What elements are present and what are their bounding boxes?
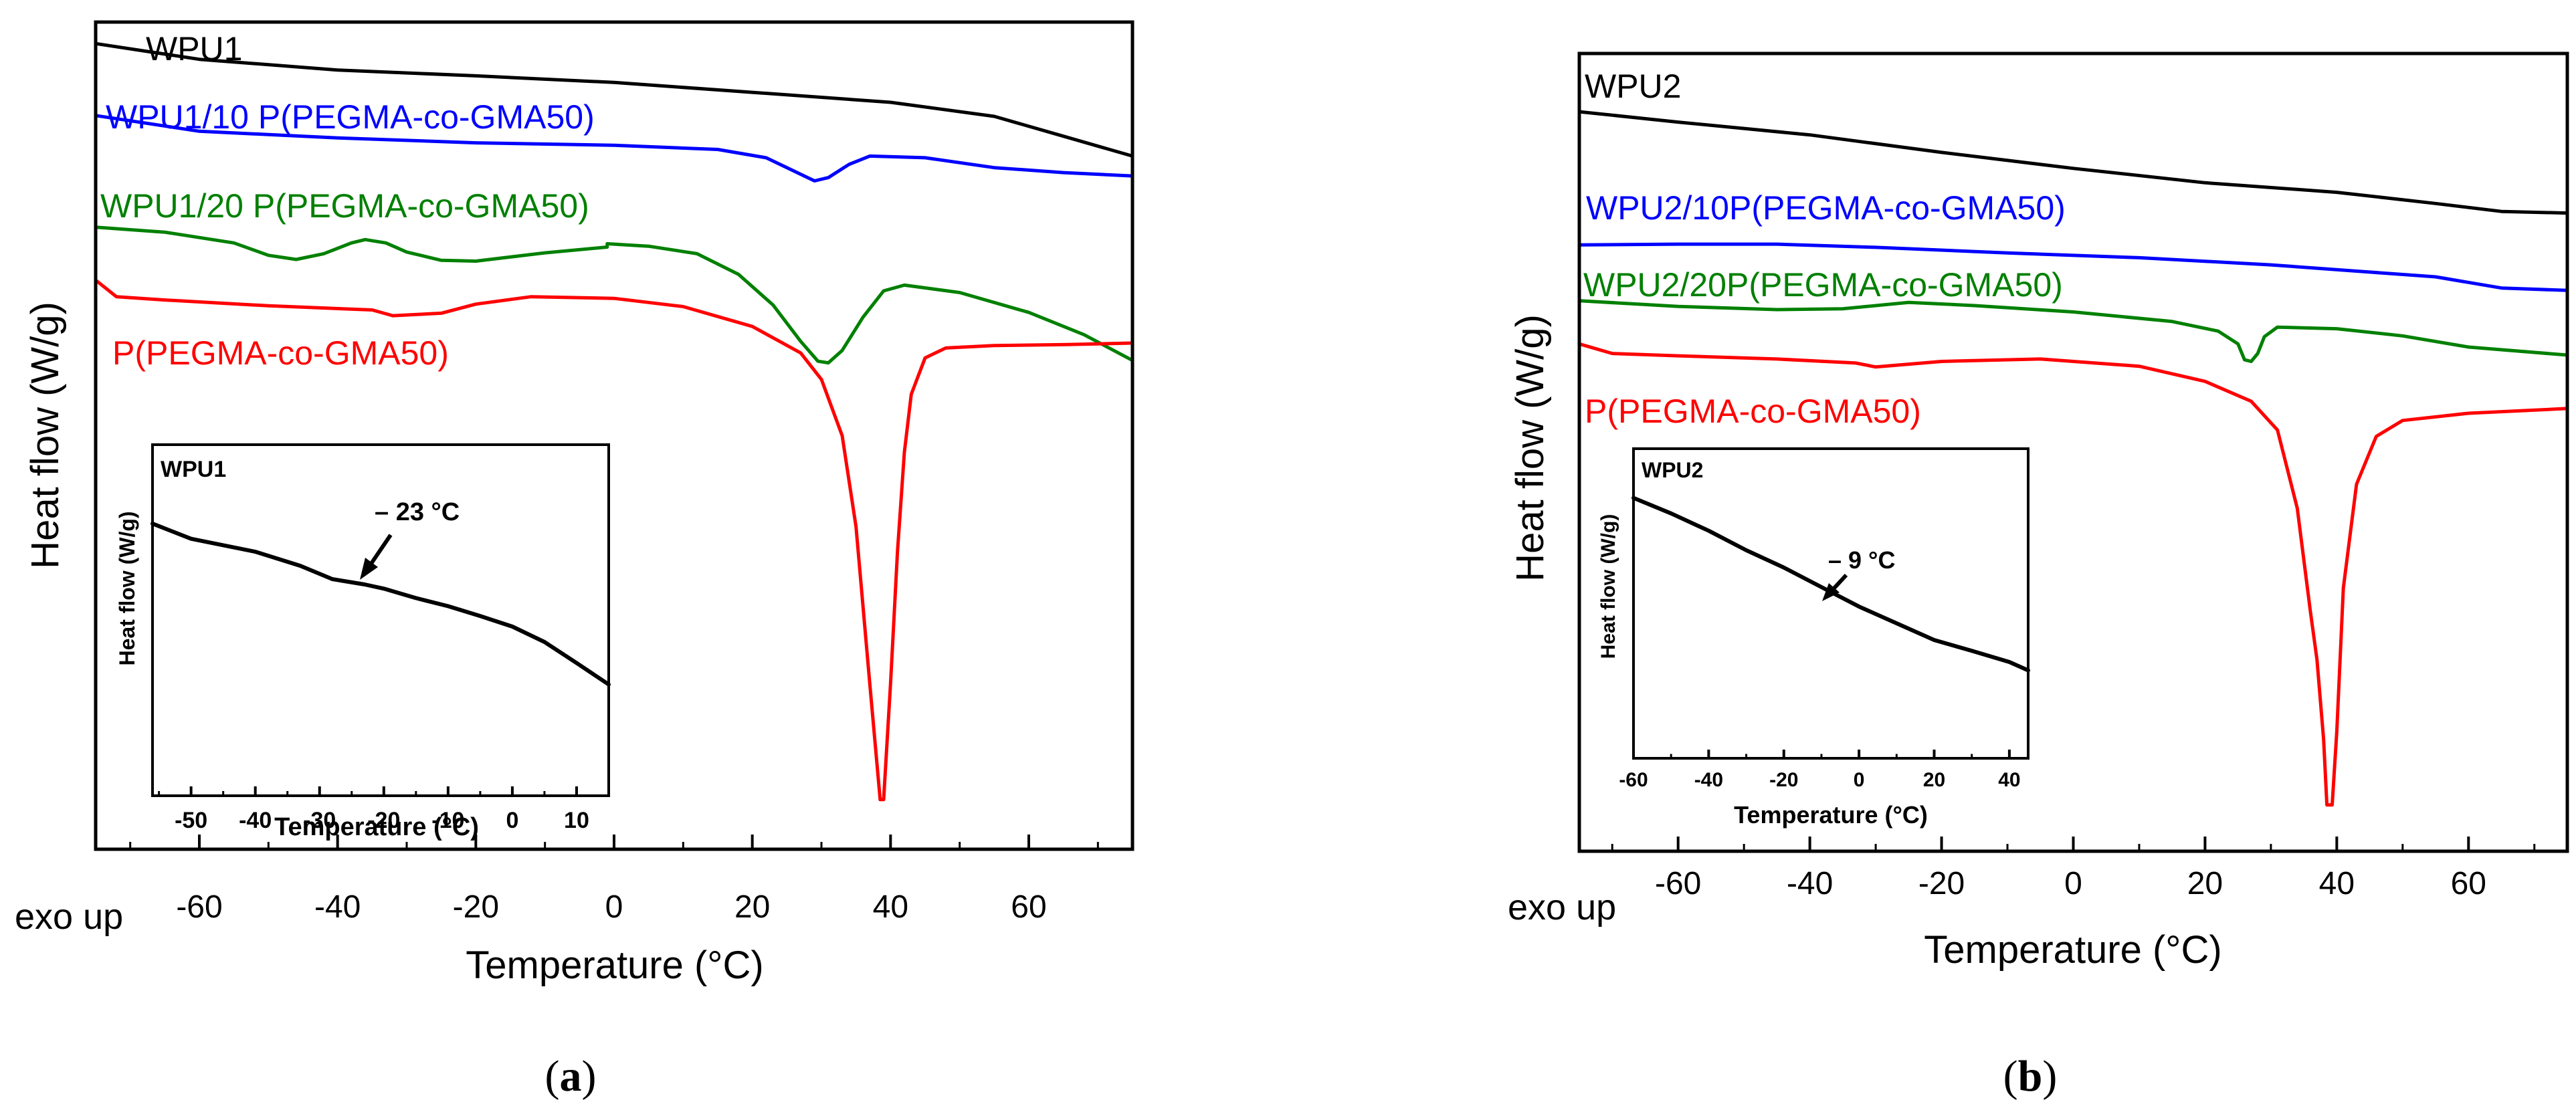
panel-a-x-tick-labels: -60 -40 -20 0 20 40 60 xyxy=(176,889,1046,925)
panel-b-x-ticks xyxy=(1611,837,2536,851)
panel-b-x-tick-label: 40 xyxy=(2319,866,2355,901)
inset-a-frame xyxy=(151,443,610,797)
inset-b-x-tick-label: -60 xyxy=(1619,769,1648,791)
panel-a-x-tick-label: 0 xyxy=(605,889,623,925)
panel-b-x-tick-labels: -60 -40 -20 0 20 40 60 xyxy=(1655,866,2486,901)
panel-b-label: (b) xyxy=(2003,1052,2058,1101)
panel-b-series-labels: WPU2 WPU2/10P(PEGMA-co-GMA50) WPU2/20P(P… xyxy=(1583,68,2066,430)
inset-a-y-axis-label: Heat flow (W/g) xyxy=(115,511,139,665)
series-label-p-pegma: P(PEGMA-co-GMA50) xyxy=(112,334,449,372)
inset-b-curves xyxy=(1631,495,2030,673)
panel-a-curves xyxy=(94,41,1134,802)
series-label-wpu1-20: WPU1/20 P(PEGMA-co-GMA50) xyxy=(100,187,589,225)
panel-b: -60 -40 -20 0 20 40 60 Temperature (°C) Heat f… xyxy=(1508,51,2569,1101)
panel-b-series-line-wpu2 xyxy=(1577,110,2569,215)
inset-a-title: WPU1 xyxy=(161,457,226,482)
panel-b-x-tick-label: 60 xyxy=(2451,866,2486,901)
series-label-wpu1-10: WPU1/10 P(PEGMA-co-GMA50) xyxy=(106,98,595,136)
panel-a-x-ticks xyxy=(129,835,1099,849)
panel-a-x-tick-label: -20 xyxy=(453,889,499,925)
panel-b-x-tick-label: 20 xyxy=(2187,866,2223,901)
inset-a-x-tick-labels: -50 -40 -30 -20 -10 0 10 xyxy=(175,808,589,833)
inset-b-x-tick-label: 0 xyxy=(1854,769,1865,791)
inset-b-x-ticks xyxy=(1632,750,2011,758)
inset-b-x-tick-label: -20 xyxy=(1769,769,1798,791)
panel-b-curves xyxy=(1577,110,2569,807)
inset-b-frame xyxy=(1632,447,2029,760)
inset-a-x-ticks xyxy=(158,786,610,796)
panel-b-exo-up-label: exo up xyxy=(1508,887,1616,927)
inset-b-annotation-arrow-head xyxy=(1822,583,1840,601)
panel-b-x-axis-label: Temperature (°C) xyxy=(1924,928,2221,972)
series-label-wpu1: WPU1 xyxy=(146,30,242,68)
inset-b-title: WPU2 xyxy=(1642,458,1703,482)
panel-a-x-tick-label: 60 xyxy=(1011,889,1046,925)
panel-a-x-tick-label: -60 xyxy=(176,889,222,925)
panel-b-series-line-wpu2-20p-pegma-co-gma50 xyxy=(1577,299,2569,363)
inset-b-x-tick-label: -40 xyxy=(1694,769,1723,791)
inset-a-x-tick-label: -20 xyxy=(367,808,400,833)
series-label-wpu2: WPU2 xyxy=(1585,68,1681,105)
panel-a-series-line-p-pegma-co-gma50 xyxy=(94,278,1134,802)
panel-a-y-axis-label: Heat flow (W/g) xyxy=(23,302,67,569)
inset-b-x-tick-labels: -60 -40 -20 0 20 40 xyxy=(1619,769,2020,791)
panel-a-x-tick-label: 40 xyxy=(873,889,908,925)
inset-b-x-tick-label: 20 xyxy=(1923,769,1945,791)
panel-a: -60 -40 -20 0 20 40 60 Temperature (°C) Heat f… xyxy=(15,20,1134,1101)
panel-b-series-line-p-pegma-co-gma50 xyxy=(1577,342,2569,807)
inset-a-series-line-wpu1 xyxy=(151,522,611,687)
panel-b-x-tick-label: -40 xyxy=(1787,866,1833,901)
series-label-wpu2-20: WPU2/20P(PEGMA-co-GMA50) xyxy=(1583,266,2063,304)
series-label-wpu2-10: WPU2/10P(PEGMA-co-GMA50) xyxy=(1586,189,2066,227)
panel-a-series-line-wpu1-20-p-pegma-co-gma50 xyxy=(94,225,1134,365)
panel-a-inset: -50 -40 -30 -20 -10 0 10 WPU1 Temperature (°C)… xyxy=(115,443,611,841)
inset-a-x-tick-label: 10 xyxy=(564,808,589,833)
panel-a-series-labels: WPU1 WPU1/10 P(PEGMA-co-GMA50) WPU1/20 P… xyxy=(100,30,595,372)
inset-b-y-axis-label: Heat flow (W/g) xyxy=(1597,514,1619,659)
panel-b-y-axis-label: Heat flow (W/g) xyxy=(1508,314,1552,582)
inset-a-x-tick-label: 0 xyxy=(506,808,518,833)
panel-a-x-tick-label: 20 xyxy=(734,889,770,925)
panel-a-series-line-wpu1-10-p-pegma-co-gma50 xyxy=(94,114,1134,183)
panel-b-x-tick-label: -60 xyxy=(1655,866,1701,901)
panel-b-series-line-wpu2-10p-pegma-co-gma50 xyxy=(1577,242,2569,292)
inset-a-x-axis-label: Temperature (°C) xyxy=(274,813,479,841)
inset-a-annotation: – 23 °C xyxy=(375,498,460,526)
panel-a-series-line-wpu1 xyxy=(94,41,1134,158)
inset-b-series-line-wpu2 xyxy=(1631,495,2030,673)
inset-b-background xyxy=(1633,449,2028,758)
inset-a-x-tick-label: -10 xyxy=(431,808,464,833)
panel-b-inset: -60 -40 -20 0 20 40 WPU2 Temperature (°C) Hea… xyxy=(1597,447,2030,829)
inset-b-x-tick-label: 40 xyxy=(1998,769,2020,791)
inset-b-annotation: – 9 °C xyxy=(1828,546,1895,574)
panel-a-label: (a) xyxy=(545,1052,597,1101)
series-label-p-pegma-b: P(PEGMA-co-GMA50) xyxy=(1585,393,1921,430)
inset-a-x-tick-label: -30 xyxy=(303,808,336,833)
inset-b-x-axis-label: Temperature (°C) xyxy=(1734,801,1928,829)
panel-b-x-tick-label: 0 xyxy=(2064,866,2082,901)
panel-b-x-tick-label: -20 xyxy=(1918,866,1965,901)
panel-a-x-axis-label: Temperature (°C) xyxy=(466,944,763,987)
inset-a-x-tick-label: -50 xyxy=(175,808,207,833)
inset-a-background xyxy=(153,445,609,796)
panel-a-exo-up-label: exo up xyxy=(15,897,123,937)
inset-a-curves xyxy=(151,522,611,687)
inset-a-x-tick-label: -40 xyxy=(239,808,272,833)
panel-a-x-tick-label: -40 xyxy=(314,889,361,925)
inset-a-annotation-arrow-head xyxy=(360,558,378,580)
